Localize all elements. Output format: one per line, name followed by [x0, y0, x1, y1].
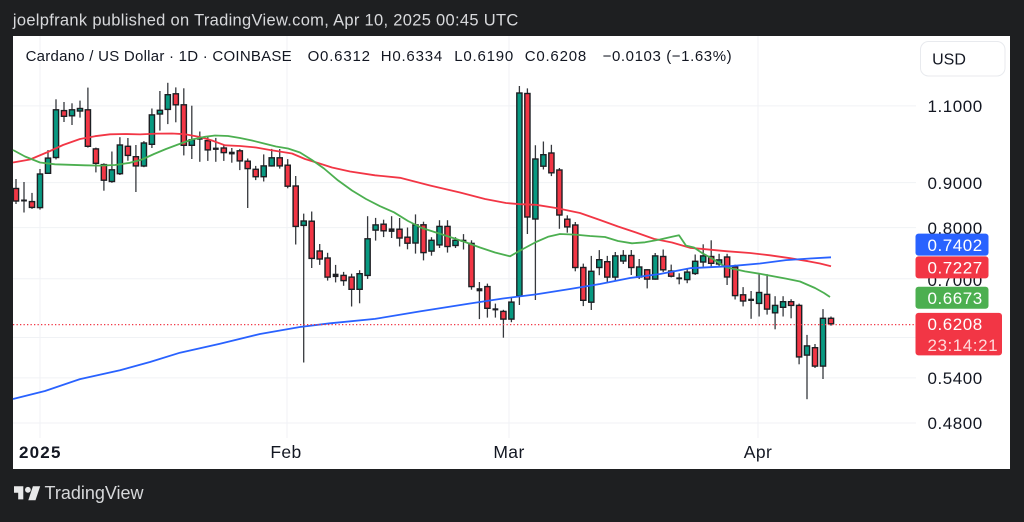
svg-text:0.4800: 0.4800	[928, 414, 983, 433]
svg-text:Feb: Feb	[270, 442, 301, 462]
svg-text:Mar: Mar	[493, 442, 524, 462]
svg-text:H0.6334: H0.6334	[381, 48, 443, 65]
svg-text:0.8000: 0.8000	[928, 219, 983, 238]
svg-text:Cardano / US Dollar · 1D · COI: Cardano / US Dollar · 1D · COINBASE	[26, 48, 292, 65]
svg-text:O0.6312: O0.6312	[308, 48, 371, 65]
svg-text:0.7402: 0.7402	[928, 236, 983, 255]
svg-text:23:14:21: 23:14:21	[928, 336, 999, 355]
svg-text:−0.0103 (−1.63%): −0.0103 (−1.63%)	[603, 48, 733, 65]
svg-text:0.6208: 0.6208	[928, 315, 983, 334]
svg-text:0.5400: 0.5400	[928, 369, 983, 388]
svg-text:C0.6208: C0.6208	[525, 48, 587, 65]
svg-text:0.9000: 0.9000	[928, 174, 983, 193]
svg-text:0.6673: 0.6673	[928, 289, 983, 308]
svg-text:1.1000: 1.1000	[928, 97, 983, 116]
svg-text:L0.6190: L0.6190	[454, 48, 514, 65]
svg-text:0.7227: 0.7227	[928, 259, 983, 278]
svg-text:joelpfrank published on Tradin: joelpfrank published on TradingView.com,…	[12, 11, 519, 29]
svg-text:Apr: Apr	[744, 442, 772, 462]
svg-text:USD: USD	[932, 52, 966, 69]
svg-text:TradingView: TradingView	[45, 483, 145, 503]
svg-text:2025: 2025	[19, 443, 62, 462]
